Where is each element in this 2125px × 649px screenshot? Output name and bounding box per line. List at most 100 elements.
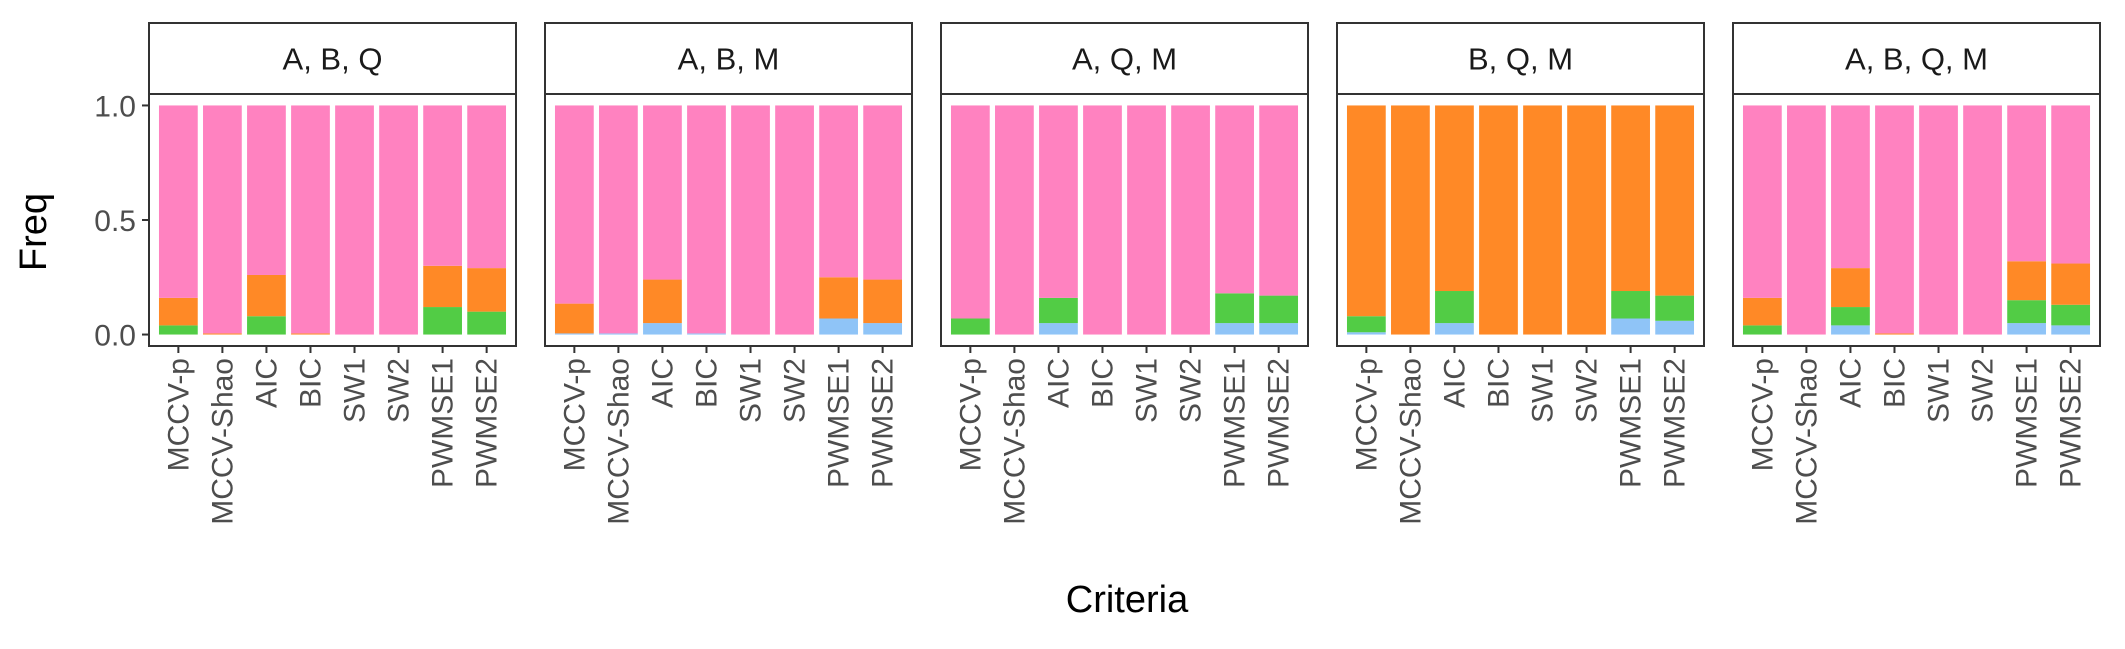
x-tick-label: PWMSE2 [2055, 358, 2088, 488]
x-tick-label: PWMSE1 [823, 358, 856, 488]
bar-segment [554, 333, 594, 335]
x-tick-label: SW2 [1175, 358, 1208, 423]
bar-segment [2007, 261, 2046, 301]
bar-segment [247, 105, 286, 275]
bar-segment [1083, 105, 1122, 335]
bar-segment [158, 297, 198, 326]
facet-strip [1336, 22, 1705, 95]
bar-segment [158, 105, 198, 298]
bar-segment [1875, 105, 1914, 334]
x-tick-label: PWMSE2 [867, 358, 900, 488]
panel-1: A, B, Q MCCV-p MCCV-Shao AIC BIC SW1 SW2 PWMSE1… [148, 22, 517, 525]
y-tick-label: 1.0 [94, 90, 136, 123]
bar-segment [203, 105, 242, 334]
bar-segment [599, 333, 638, 335]
bar-segment [1875, 333, 1914, 335]
bar-segment [995, 105, 1034, 335]
x-tick-label: PWMSE1 [2011, 358, 2044, 488]
x-tick-label: MCCV-p [954, 358, 987, 471]
x-tick-label: MCCV-p [558, 358, 591, 471]
bar-segment [554, 303, 594, 334]
panel-border [940, 93, 1309, 347]
bar-segment [863, 105, 903, 280]
facet-strip-title: A, Q, M [1072, 42, 1177, 77]
bar-segment [1611, 291, 1650, 319]
x-tick-label: SW1 [1131, 358, 1164, 423]
bar-segment [247, 274, 286, 317]
x-tick-label: MCCV-p [1350, 358, 1383, 471]
bar-segment [203, 333, 242, 335]
bar-segment [423, 105, 462, 266]
x-tick-label: MCCV-Shao [206, 358, 239, 525]
bar-segment [1435, 291, 1474, 324]
x-tick-label: AIC [1438, 358, 1471, 408]
bar-segment [291, 333, 330, 335]
bar-segment [1127, 105, 1166, 335]
panel-border [544, 93, 913, 347]
bar-segment [467, 105, 507, 269]
panels-group: A, B, Q MCCV-p MCCV-Shao AIC BIC SW1 SW2 PWMSE1… [148, 22, 2101, 525]
bar-segment [1346, 105, 1386, 317]
bar-segment [1787, 105, 1826, 335]
bar-segment [1919, 105, 1958, 335]
facet-strip-title: A, B, Q [283, 42, 383, 77]
x-tick-label: PWMSE2 [471, 358, 504, 488]
x-tick-label: SW2 [1967, 358, 2000, 423]
panel-4: B, Q, M MCCV-p MCCV-Shao AIC BIC SW1 SW2 PWMSE1… [1336, 22, 1705, 525]
bar-segment [1259, 295, 1299, 324]
bar-segment [819, 277, 858, 319]
bar-segment [2051, 325, 2091, 335]
bar-segment [467, 311, 507, 335]
facet-strip-title: A, B, M [678, 42, 780, 77]
bar-segment [775, 105, 814, 335]
bar-segment [2051, 263, 2091, 305]
x-tick-label: MCCV-Shao [602, 358, 635, 525]
bar-segment [2007, 105, 2046, 262]
panel-border [1336, 93, 1705, 347]
facet-strip-title: A, B, Q, M [1845, 42, 1988, 77]
bar-segment [863, 279, 903, 324]
facet-strip-title: B, Q, M [1468, 42, 1573, 77]
bar-segment [1039, 297, 1078, 324]
y-tick-group: 0.0 0.5 1.0 [94, 90, 149, 353]
bar-segment [158, 325, 198, 335]
bar-segment [1831, 105, 1870, 269]
bar-segment [1479, 105, 1518, 335]
bar-segment [731, 105, 770, 335]
bar-segment [1171, 105, 1210, 335]
bar-segment [1435, 323, 1474, 335]
panel-border [1732, 93, 2101, 347]
x-tick-label: SW2 [383, 358, 416, 423]
bar-segment [950, 105, 990, 319]
bar-segment [423, 307, 462, 335]
bar-segment [467, 268, 507, 312]
bar-segment [1567, 105, 1606, 335]
x-tick-label: BIC [1483, 358, 1516, 408]
x-tick-label: PWMSE1 [1219, 358, 1252, 488]
panel-2: A, B, M MCCV-p MCCV-Shao AIC BIC SW1 SW2 PWMSE1… [544, 22, 913, 525]
facet-strip [544, 22, 913, 95]
bar-segment [1742, 105, 1782, 298]
x-tick-label: SW1 [1923, 358, 1956, 423]
bar-segment [1215, 323, 1254, 335]
bar-segment [423, 265, 462, 308]
x-tick-label: BIC [295, 358, 328, 408]
facet-strip [1732, 22, 2101, 95]
bar-segment [247, 316, 286, 335]
panel-3: A, Q, M MCCV-p MCCV-Shao AIC BIC SW1 SW2 PWMSE1… [940, 22, 1309, 525]
bar-segment [1259, 105, 1299, 296]
x-tick-label: MCCV-Shao [998, 358, 1031, 525]
bar-segment [1611, 318, 1650, 335]
x-tick-label: AIC [1834, 358, 1867, 408]
x-tick-label: BIC [1879, 358, 1912, 408]
x-tick-label: SW1 [339, 358, 372, 423]
x-tick-label: AIC [250, 358, 283, 408]
bar-segment [2007, 323, 2046, 335]
y-tick-label: 0.5 [94, 205, 136, 238]
x-tick-label: MCCV-Shao [1394, 358, 1427, 525]
x-tick-label: SW1 [1527, 358, 1560, 423]
bar-segment [1435, 105, 1474, 292]
x-tick-label: AIC [1042, 358, 1075, 408]
bar-segment [599, 105, 638, 334]
bar-segment [1963, 105, 2002, 335]
